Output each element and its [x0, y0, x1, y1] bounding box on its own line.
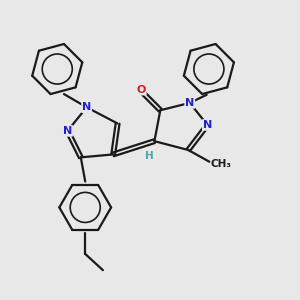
Text: N: N — [203, 120, 212, 130]
Text: N: N — [82, 102, 91, 112]
Text: O: O — [136, 85, 146, 94]
Text: H: H — [145, 152, 154, 161]
Text: CH₃: CH₃ — [211, 159, 232, 169]
Text: N: N — [185, 98, 194, 108]
Text: N: N — [63, 126, 72, 136]
